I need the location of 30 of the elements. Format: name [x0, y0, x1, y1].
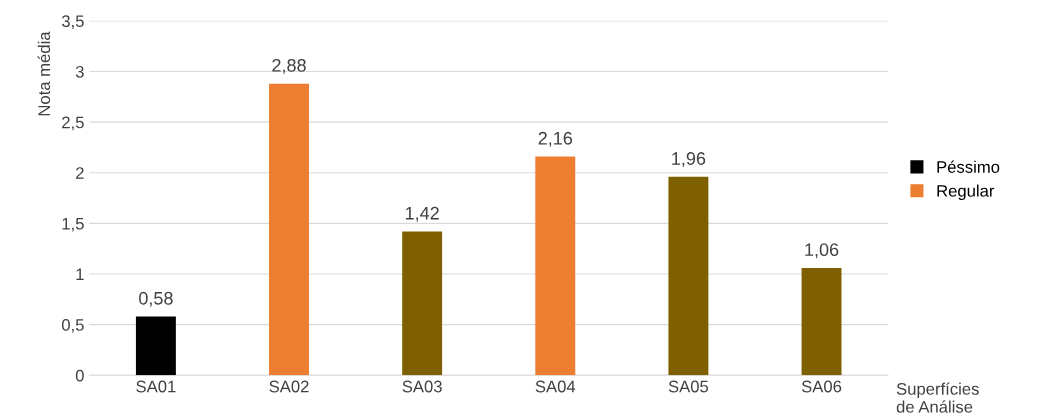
x-tick-label: SA01 [136, 380, 176, 393]
y-tick-label: 2,5 [62, 116, 84, 131]
bar [135, 316, 176, 376]
data-label: 1,96 [672, 152, 706, 168]
x-axis-title: Superfícies de Análise [896, 382, 979, 413]
legend-label: Regular [937, 184, 995, 201]
y-tick-label: 0 [75, 369, 84, 382]
y-axis-title: Nota média [37, 31, 51, 116]
y-tick-label: 1 [76, 268, 84, 281]
y-tick-label: 1,5 [62, 217, 84, 232]
y-tick-label: 3 [75, 65, 84, 78]
data-label: 2,16 [538, 131, 573, 147]
x-tick-label: SA02 [269, 380, 309, 393]
bar [535, 156, 576, 376]
y-tick-label: 3,5 [61, 15, 84, 30]
x-tick-label: SA04 [535, 380, 576, 393]
x-tick-label: SA06 [801, 380, 842, 393]
bar [668, 176, 709, 376]
data-label: 1,42 [405, 206, 439, 222]
bar [269, 83, 309, 376]
data-label: 2,88 [272, 58, 306, 74]
data-label: 1,06 [805, 243, 839, 259]
y-tick-label: 2 [76, 167, 84, 179]
y-tick-label: 0,5 [61, 319, 84, 333]
bar [801, 267, 842, 376]
legend-label: Péssimo [937, 160, 1000, 173]
data-label: 0,58 [139, 291, 173, 307]
x-tick-label: SA03 [402, 380, 442, 393]
bar [402, 231, 443, 376]
x-tick-label: SA05 [668, 380, 709, 393]
